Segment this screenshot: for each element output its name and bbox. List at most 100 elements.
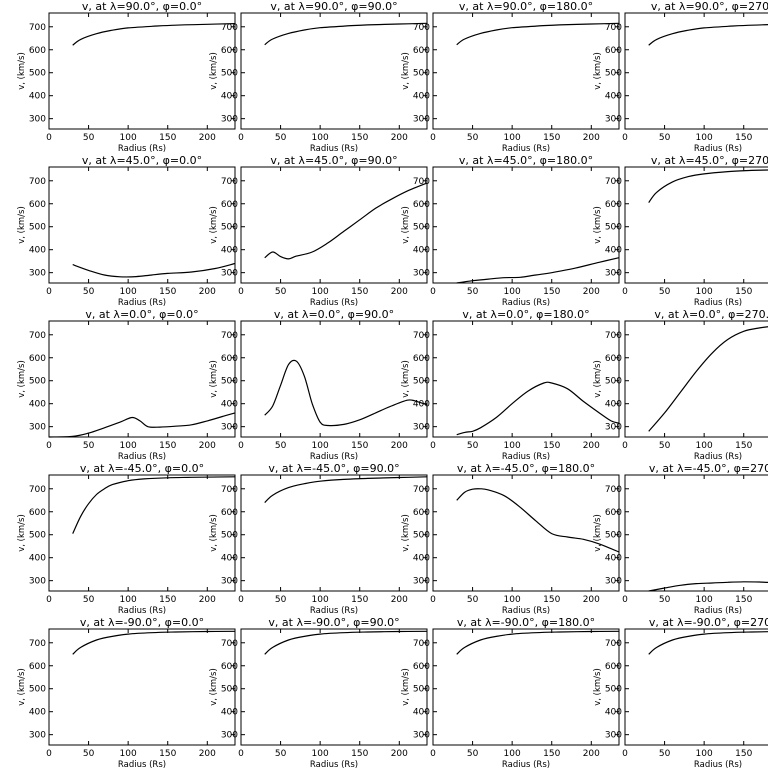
y-tick-label: 300 — [413, 115, 430, 125]
y-tick-label: 700 — [605, 331, 622, 341]
x-tick-label: 0 — [622, 441, 628, 451]
y-tick-label: 600 — [29, 46, 46, 56]
y-tick-label: 400 — [413, 400, 430, 410]
x-axis-label: Radius (Rs) — [310, 298, 358, 308]
subplot-2: v, at λ=90.0°, φ=90.0° 0 50 100 150 200 300 400… — [209, 0, 428, 154]
y-tick-label: 700 — [29, 331, 46, 341]
x-tick-label: 0 — [430, 595, 436, 605]
y-tick-label: 700 — [605, 639, 622, 649]
data-curve — [264, 359, 428, 427]
x-tick-label: 0 — [46, 133, 52, 143]
y-tick-label: 500 — [605, 377, 622, 387]
plot-frame — [432, 474, 620, 592]
y-tick-label: 500 — [29, 377, 46, 387]
plot-frame — [432, 628, 620, 746]
subplot-15: v, at λ=-45.0°, φ=180.0° 0 50 100 150 200 300 4… — [401, 462, 620, 616]
subplot-9: v, at λ=0.0°, φ=0.0° 0 50 100 150 200 300 400 50… — [17, 308, 236, 462]
subplot-13: v, at λ=-45.0°, φ=0.0° 0 50 100 150 200 300 400… — [17, 462, 236, 616]
x-tick-label: 50 — [659, 595, 671, 605]
y-axis-label: v, (km/s) — [209, 206, 219, 244]
x-tick-label: 150 — [159, 287, 176, 297]
x-tick-label: 200 — [391, 133, 408, 143]
x-axis-label: Radius (Rs) — [118, 452, 166, 462]
y-tick-label: 300 — [29, 731, 46, 741]
x-tick-label: 200 — [391, 749, 408, 759]
y-tick-label: 400 — [29, 92, 46, 102]
data-curve — [264, 22, 428, 46]
data-curve — [648, 24, 768, 46]
y-tick-label: 400 — [605, 246, 622, 256]
y-tick-label: 400 — [221, 554, 238, 564]
y-tick-label: 400 — [221, 400, 238, 410]
x-tick-label: 100 — [696, 287, 713, 297]
x-tick-label: 50 — [275, 287, 287, 297]
y-tick-label: 500 — [221, 69, 238, 79]
x-tick-label: 150 — [159, 595, 176, 605]
x-tick-label: 200 — [583, 287, 600, 297]
data-curve — [456, 22, 620, 46]
data-curve — [72, 262, 236, 278]
y-tick-label: 700 — [605, 23, 622, 33]
x-tick-label: 150 — [351, 441, 368, 451]
y-tick-label: 500 — [413, 685, 430, 695]
y-tick-label: 700 — [221, 23, 238, 33]
plot-frame — [48, 320, 236, 438]
plot-frame — [624, 628, 768, 746]
x-tick-label: 50 — [275, 595, 287, 605]
y-tick-label: 300 — [605, 577, 622, 587]
y-tick-label: 600 — [605, 200, 622, 210]
y-tick-label: 500 — [221, 377, 238, 387]
chart-title: v, at λ=0.0°, φ=0.0° — [85, 308, 198, 321]
y-axis-label: v, (km/s) — [17, 52, 27, 90]
plot-frame — [240, 628, 428, 746]
y-axis-label: v, (km/s) — [209, 668, 219, 706]
x-axis-label: Radius (Rs) — [694, 298, 742, 308]
y-tick-label: 500 — [221, 531, 238, 541]
x-tick-label: 0 — [46, 441, 52, 451]
y-tick-label: 400 — [413, 554, 430, 564]
y-tick-label: 400 — [221, 708, 238, 718]
subplot-7: v, at λ=45.0°, φ=180.0° 0 50 100 150 200 300 40… — [401, 154, 620, 308]
y-tick-label: 300 — [413, 577, 430, 587]
y-axis-label: v, (km/s) — [593, 206, 603, 244]
chart-title: v, at λ=-45.0°, φ=180.0° — [457, 462, 595, 475]
x-tick-label: 0 — [622, 287, 628, 297]
x-axis-label: Radius (Rs) — [694, 760, 742, 768]
x-tick-label: 200 — [391, 441, 408, 451]
x-axis-label: Radius (Rs) — [310, 606, 358, 616]
chart-title: v, at λ=-45.0°, φ=0.0° — [80, 462, 204, 475]
subplot-4: v, at λ=90.0°, φ=270.0°05010015020030040… — [593, 0, 768, 154]
chart-title: v, at λ=-90.0°, φ=0.0° — [80, 616, 204, 629]
y-tick-label: 700 — [29, 177, 46, 187]
y-tick-label: 500 — [413, 69, 430, 79]
y-tick-label: 300 — [605, 731, 622, 741]
plot-frame — [432, 320, 620, 438]
y-tick-label: 300 — [221, 577, 238, 587]
x-tick-label: 200 — [199, 595, 216, 605]
x-tick-label: 50 — [275, 133, 287, 143]
x-tick-label: 150 — [351, 287, 368, 297]
x-tick-label: 100 — [312, 441, 329, 451]
y-tick-label: 700 — [29, 485, 46, 495]
x-axis-label: Radius (Rs) — [694, 606, 742, 616]
data-curve — [456, 257, 620, 284]
y-axis-label: v, (km/s) — [17, 206, 27, 244]
x-tick-label: 0 — [430, 133, 436, 143]
x-tick-label: 200 — [391, 595, 408, 605]
y-axis-label: v, (km/s) — [401, 360, 411, 398]
plot-frame — [624, 474, 768, 592]
y-tick-label: 600 — [221, 508, 238, 518]
x-tick-label: 50 — [83, 749, 95, 759]
chart-title: v, at λ=90.0°, φ=90.0° — [270, 0, 397, 13]
data-curve — [648, 631, 768, 655]
subplot-8: v, at λ=45.0°, φ=270.0°05010015020030040… — [593, 154, 768, 308]
data-curve — [456, 488, 620, 553]
y-tick-label: 600 — [413, 508, 430, 518]
y-tick-label: 400 — [605, 554, 622, 564]
chart-title: v, at λ=90.0°, φ=180.0° — [459, 0, 593, 13]
chart-title: v, at λ=90.0°, φ=0.0° — [82, 0, 202, 13]
x-axis-label: Radius (Rs) — [502, 760, 550, 768]
data-curve — [264, 476, 428, 504]
plot-frame — [624, 166, 768, 284]
subplot-5: v, at λ=45.0°, φ=0.0° 0 50 100 150 200 300 400 5… — [17, 154, 236, 308]
